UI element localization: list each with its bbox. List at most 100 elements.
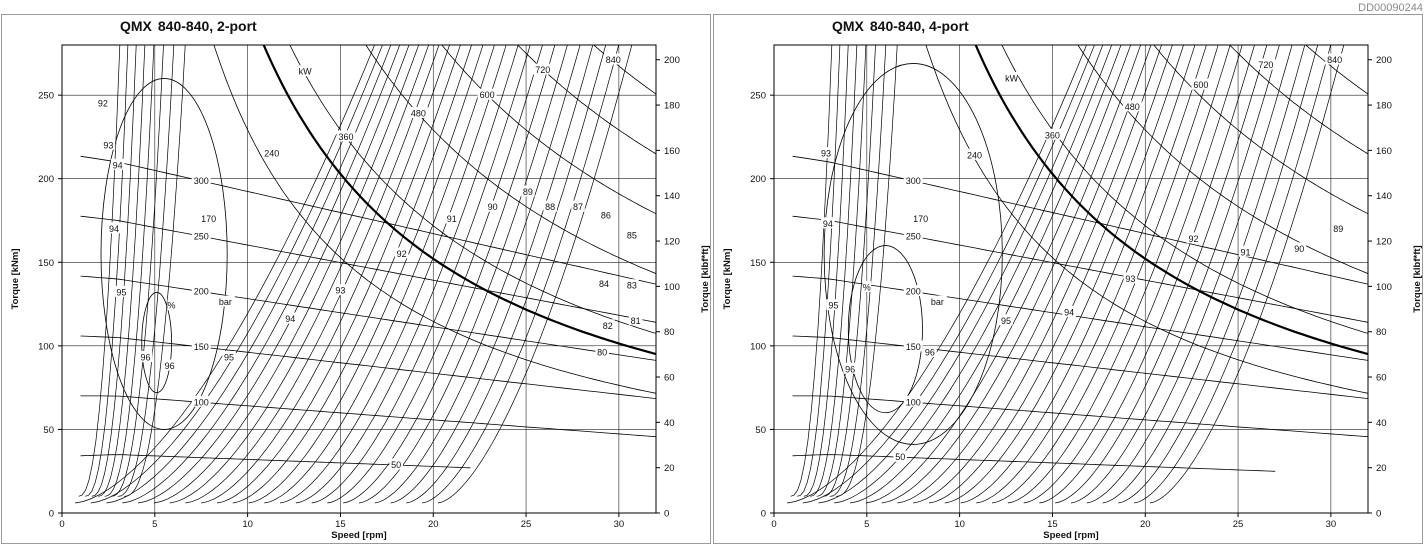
efficiency-label: 91 [1240, 247, 1250, 257]
efficiency-label: 92 [1189, 234, 1199, 244]
pressure-label: 100 [194, 397, 209, 407]
power-label: 600 [480, 90, 495, 100]
efficiency-curve [829, 45, 887, 497]
efficiency-contour [100, 78, 228, 430]
pressure-label: 250 [194, 231, 209, 241]
power-limit-curve [974, 45, 1368, 356]
x-tick-label: 20 [428, 519, 439, 530]
power-curve [1077, 45, 1368, 274]
power-label: 480 [1125, 102, 1140, 112]
y-right-tick-label: 0 [1376, 509, 1381, 520]
efficiency-label: 91 [447, 214, 457, 224]
pressure-label: 50 [391, 460, 401, 470]
chart-title-bold: QMX [832, 18, 865, 34]
efficiency-label: 96 [925, 348, 935, 358]
efficiency-curve [216, 45, 461, 504]
power-label: 840 [606, 55, 621, 65]
efficiency-curve [803, 45, 849, 497]
y-right-tick-label: 120 [1376, 237, 1392, 248]
efficiency-label-bg [138, 351, 153, 363]
efficiency-curve [106, 45, 392, 504]
y-right-axis-label: Torque [klbf*ft] [700, 245, 710, 312]
efficiency-label-bg [110, 158, 125, 170]
efficiency-curve [232, 45, 472, 504]
y-tick-label: 250 [750, 91, 766, 102]
power-curve [1229, 45, 1368, 155]
efficiency-label: 93 [103, 140, 113, 150]
percent-unit-label: % [863, 282, 871, 292]
efficiency-curve [437, 45, 633, 504]
efficiency-label-bg [114, 285, 129, 297]
power-limit-label: 170 [201, 214, 216, 224]
pressure-label: 300 [194, 176, 209, 186]
efficiency-label: 89 [523, 187, 533, 197]
efficiency-curve [802, 45, 1095, 504]
grid [62, 45, 656, 513]
y-right-tick-label: 180 [664, 101, 680, 112]
efficiency-label: 93 [1125, 274, 1135, 284]
efficiency-label: 93 [335, 286, 345, 296]
power-label-bg [1191, 78, 1211, 90]
efficiency-label-bg [628, 314, 643, 326]
efficiency-label-bg [1186, 232, 1201, 244]
percent-unit-label: % [168, 301, 176, 311]
pressure-label-bg [191, 340, 211, 352]
pressure-label: 150 [194, 342, 209, 352]
x-tick-label: 5 [864, 519, 869, 530]
pressure-curve [792, 395, 1368, 438]
pressure-curve [80, 275, 656, 361]
efficiency-label-bg [819, 147, 833, 159]
efficiency-curve [122, 45, 401, 504]
efficiency-label: 80 [597, 348, 607, 358]
y-tick-label: 150 [38, 258, 54, 269]
efficiency-label-bg [107, 222, 121, 234]
efficiency-curve [248, 45, 484, 504]
power-curve [1305, 45, 1368, 95]
pressure-unit-label-bg [215, 295, 235, 307]
power-label-bg [965, 148, 984, 160]
power-label: 720 [1258, 60, 1273, 70]
efficiency-curve [1086, 45, 1293, 504]
y-right-tick-label: 180 [1376, 101, 1392, 112]
x-tick-label: 25 [521, 519, 532, 530]
efficiency-curve [138, 45, 410, 504]
efficiency-curve [1007, 45, 1231, 504]
document-code: DD00090244 [1358, 2, 1423, 14]
efficiency-label-bg [1123, 272, 1138, 284]
curves [786, 45, 1368, 504]
efficiency-curve [104, 45, 155, 497]
power-label: 240 [264, 149, 279, 159]
efficiency-label: 90 [1294, 244, 1304, 254]
power-curve [925, 45, 1368, 394]
chart-title-rest: 840-840, 4-port [870, 18, 969, 34]
kw-unit-label-bg [1004, 71, 1019, 83]
efficiency-curve [422, 45, 620, 504]
power-curve [365, 45, 656, 274]
chart-title: QMX 840-840, 2-port [120, 18, 257, 34]
pressure-unit-label: bar [931, 297, 944, 307]
y-tick-label: 100 [750, 341, 766, 352]
efficiency-curve [185, 45, 440, 504]
efficiency-label: 96 [845, 364, 855, 374]
pressure-label: 200 [194, 287, 209, 297]
efficiency-curve [810, 45, 858, 497]
efficiency-curve [169, 45, 429, 504]
efficiency-label-bg [595, 346, 609, 358]
power-label-bg [1325, 53, 1345, 65]
pressure-curve [80, 395, 656, 438]
efficiency-label-bg [599, 208, 613, 220]
x-tick-label: 5 [152, 519, 157, 530]
efficiency-curve [790, 45, 833, 497]
efficiency-label: 89 [1333, 224, 1343, 234]
efficiency-label-bg [101, 138, 116, 150]
power-label-bg [533, 63, 553, 75]
y-tick-label: 200 [38, 174, 54, 185]
efficiency-curve [406, 45, 607, 504]
y-right-tick-label: 120 [664, 237, 680, 248]
efficiency-label-bg [162, 359, 177, 371]
efficiency-label: 95 [224, 353, 234, 363]
efficiency-label: 94 [823, 219, 833, 229]
pressure-label: 300 [906, 176, 921, 186]
power-label: 360 [1045, 130, 1060, 140]
efficiency-curve [295, 45, 519, 504]
